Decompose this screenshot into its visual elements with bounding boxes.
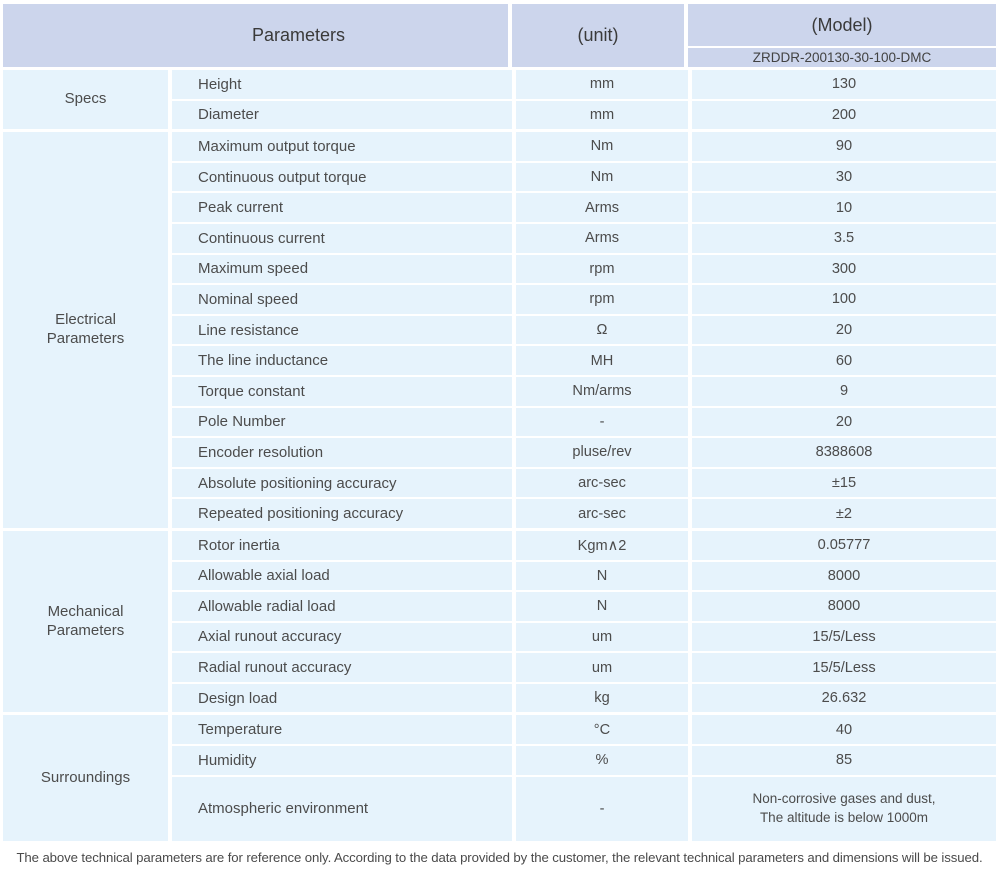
value-cell: ±15 [692, 468, 996, 498]
value-cell: 20 [692, 407, 996, 437]
param-name-cell: Encoder resolution [172, 438, 512, 467]
value-cell: 15/5/Less [692, 653, 996, 682]
value-cell: 15/5/Less [692, 622, 996, 652]
param-name-cell: Diameter [172, 100, 512, 130]
unit-cell: mm [516, 100, 688, 130]
header-parameters-cell: Parameters [3, 4, 508, 67]
value-cell: 100 [692, 285, 996, 314]
value-cell: ±2 [692, 499, 996, 528]
spec-table: Parameters (unit) (Model) ZRDDR-200130-3… [3, 4, 996, 841]
param-name-cell: Nominal speed [172, 285, 512, 314]
header-unit-cell: (unit) [512, 4, 684, 67]
param-name-cell: Maximum speed [172, 254, 512, 284]
unit-cell: MH [516, 346, 688, 375]
unit-cell: Nm [516, 132, 688, 161]
param-name-cell: Atmospheric environment [172, 776, 512, 841]
param-name-cell: Absolute positioning accuracy [172, 468, 512, 498]
unit-cell: arc-sec [516, 468, 688, 498]
unit-cell: pluse/rev [516, 438, 688, 467]
param-name-cell: Height [172, 70, 512, 99]
section-surroundings: Surroundings Temperature °C 40 Humidity … [3, 715, 996, 841]
param-name-cell: Allowable axial load [172, 561, 512, 591]
param-name-cell: Design load [172, 683, 512, 713]
param-name-cell: Humidity [172, 746, 512, 775]
unit-cell: um [516, 622, 688, 652]
param-name-cell: Rotor inertia [172, 530, 512, 560]
unit-cell: Arms [516, 193, 688, 222]
value-cell: 8388608 [692, 438, 996, 467]
model-number-cell: ZRDDR-200130-30-100-DMC [688, 48, 996, 67]
unit-cell: % [516, 746, 688, 775]
param-name-cell: Continuous output torque [172, 162, 512, 192]
value-cell: 8000 [692, 561, 996, 591]
param-name-cell: Continuous current [172, 223, 512, 253]
unit-cell: kg [516, 683, 688, 713]
value-cell: 40 [692, 715, 996, 745]
param-name-cell: Temperature [172, 715, 512, 745]
value-cell: 26.632 [692, 683, 996, 713]
unit-cell: N [516, 592, 688, 621]
value-cell: 20 [692, 315, 996, 345]
param-name-cell: Line resistance [172, 315, 512, 345]
header-model-cell: (Model) [688, 4, 996, 46]
unit-cell: Kgm∧2 [516, 530, 688, 560]
value-cell: Non-corrosive gases and dust, The altitu… [692, 776, 996, 841]
section-label-electrical: Electrical Parameters [3, 132, 168, 528]
spec-sheet-page: Parameters (unit) (Model) ZRDDR-200130-3… [0, 4, 999, 886]
param-name-cell: The line inductance [172, 346, 512, 375]
param-name-cell: Allowable radial load [172, 592, 512, 621]
value-cell: 130 [692, 70, 996, 99]
value-cell: 0.05777 [692, 530, 996, 560]
param-name-cell: Torque constant [172, 376, 512, 406]
unit-cell: Nm/arms [516, 376, 688, 406]
unit-cell: Ω [516, 315, 688, 345]
param-name-cell: Repeated positioning accuracy [172, 499, 512, 528]
value-cell: 9 [692, 376, 996, 406]
value-cell: 30 [692, 162, 996, 192]
value-cell: 60 [692, 346, 996, 375]
unit-cell: mm [516, 70, 688, 99]
section-specs: Specs Height mm 130 Diameter mm 200 [3, 70, 996, 130]
unit-cell: °C [516, 715, 688, 745]
unit-cell: arc-sec [516, 499, 688, 528]
unit-cell: Nm [516, 162, 688, 192]
footer-note: The above technical parameters are for r… [16, 849, 983, 865]
section-label-surroundings: Surroundings [3, 715, 168, 841]
unit-cell: Arms [516, 223, 688, 253]
param-name-cell: Radial runout accuracy [172, 653, 512, 682]
param-name-cell: Pole Number [172, 407, 512, 437]
section-mechanical-parameters: Mechanical Parameters Rotor inertia Kgm∧… [3, 530, 996, 713]
unit-cell: - [516, 407, 688, 437]
value-cell: 200 [692, 100, 996, 130]
value-cell: 3.5 [692, 223, 996, 253]
value-cell: 90 [692, 132, 996, 161]
unit-cell: rpm [516, 285, 688, 314]
section-label-specs: Specs [3, 70, 168, 130]
value-cell: 85 [692, 746, 996, 775]
param-name-cell: Peak current [172, 193, 512, 222]
unit-cell: um [516, 653, 688, 682]
section-electrical-parameters: Electrical Parameters Maximum output tor… [3, 132, 996, 528]
value-cell: 8000 [692, 592, 996, 621]
unit-cell: N [516, 561, 688, 591]
param-name-cell: Maximum output torque [172, 132, 512, 161]
value-cell: 300 [692, 254, 996, 284]
table-header: Parameters (unit) (Model) ZRDDR-200130-3… [3, 4, 996, 67]
unit-cell: - [516, 776, 688, 841]
section-label-mechanical: Mechanical Parameters [3, 530, 168, 713]
unit-cell: rpm [516, 254, 688, 284]
value-cell: 10 [692, 193, 996, 222]
param-name-cell: Axial runout accuracy [172, 622, 512, 652]
